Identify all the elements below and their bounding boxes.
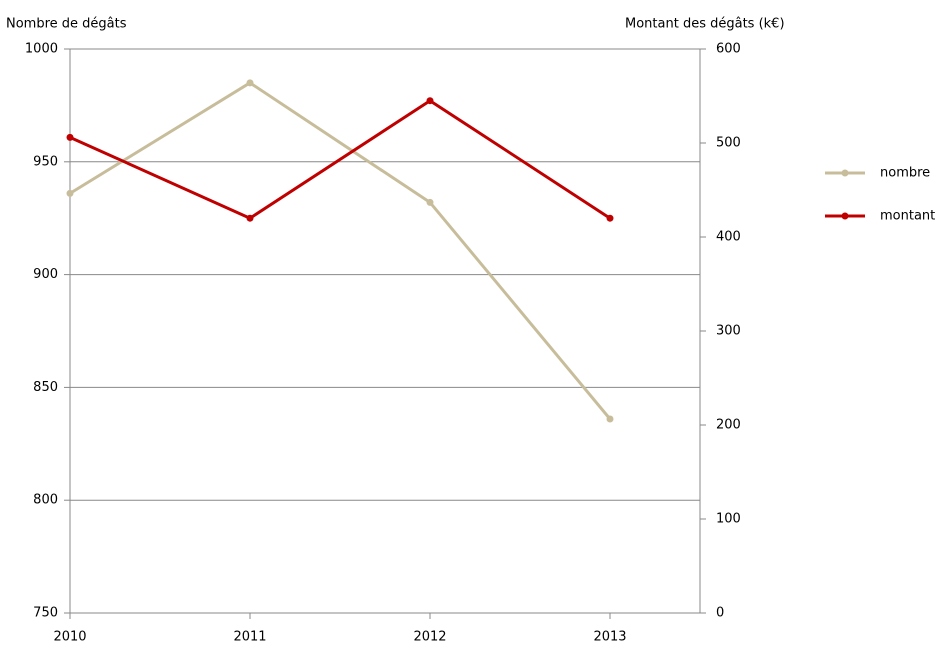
legend-label: montant	[880, 209, 935, 224]
point	[66, 189, 74, 197]
y2-tick-label: 100	[716, 512, 741, 527]
x-tick-label: 2010	[53, 630, 86, 645]
y2-tick-label: 0	[716, 606, 724, 621]
point	[246, 214, 254, 222]
point	[426, 97, 434, 105]
x-tick-label: 2012	[413, 630, 446, 645]
y2-tick-label: 300	[716, 324, 741, 339]
legend-marker	[841, 212, 849, 220]
y-tick-label: 900	[33, 267, 58, 282]
point	[606, 415, 614, 423]
y2-tick-label: 500	[716, 136, 741, 151]
y-tick-label: 750	[33, 606, 58, 621]
point	[246, 79, 254, 87]
y2-axis-label: Montant des dégâts (k€)	[625, 17, 785, 32]
legend-marker	[841, 169, 849, 177]
point	[66, 133, 74, 141]
y2-tick-label: 200	[716, 418, 741, 433]
y2-tick-label: 600	[716, 42, 741, 57]
y-tick-label: 950	[33, 154, 58, 169]
series-line	[69, 81, 612, 420]
y-axis-label: Nombre de dégâts	[6, 17, 127, 32]
y-tick-label: 800	[33, 493, 58, 508]
x-tick-label: 2011	[233, 630, 266, 645]
y-tick-label: 1000	[25, 42, 58, 57]
x-tick-label: 2013	[593, 630, 626, 645]
legend-label: nombre	[880, 166, 930, 181]
y-tick-label: 850	[33, 380, 58, 395]
point	[606, 214, 614, 222]
point	[426, 198, 434, 206]
y2-tick-label: 400	[716, 230, 741, 245]
series-line	[69, 99, 611, 220]
